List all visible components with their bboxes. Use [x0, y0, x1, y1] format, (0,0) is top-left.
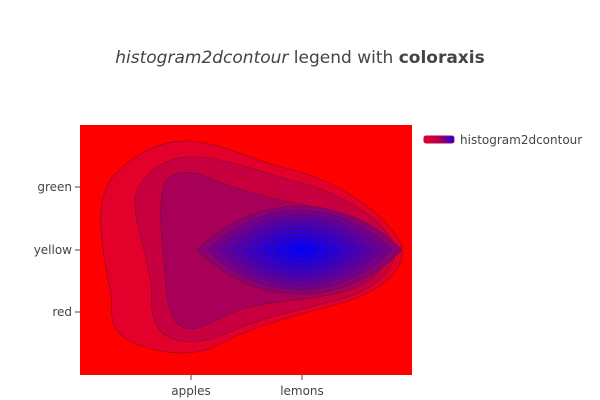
- legend[interactable]: histogram2dcontour: [423, 133, 582, 147]
- chart-title-middle: legend with: [288, 48, 398, 68]
- y-tick-label-yellow: yellow: [34, 243, 72, 257]
- x-tick-label-apples: apples: [171, 384, 211, 398]
- chart-title-italic: histogram2dcontour: [115, 48, 289, 68]
- legend-entry-label[interactable]: histogram2dcontour: [460, 133, 582, 147]
- chart-title: histogram2dcontour legend with coloraxis: [115, 48, 484, 68]
- x-tick-label-lemons: lemons: [280, 384, 324, 398]
- contour-band-inner-10: [293, 245, 311, 255]
- y-tick-label-red: red: [52, 305, 72, 319]
- legend-swatch[interactable]: [423, 135, 455, 144]
- x-axis: apples lemons: [171, 375, 324, 398]
- chart-title-bold: coloraxis: [399, 48, 485, 68]
- y-axis: red yellow green: [34, 180, 80, 319]
- y-tick-label-green: green: [37, 180, 72, 194]
- contour-layer: [100, 140, 403, 354]
